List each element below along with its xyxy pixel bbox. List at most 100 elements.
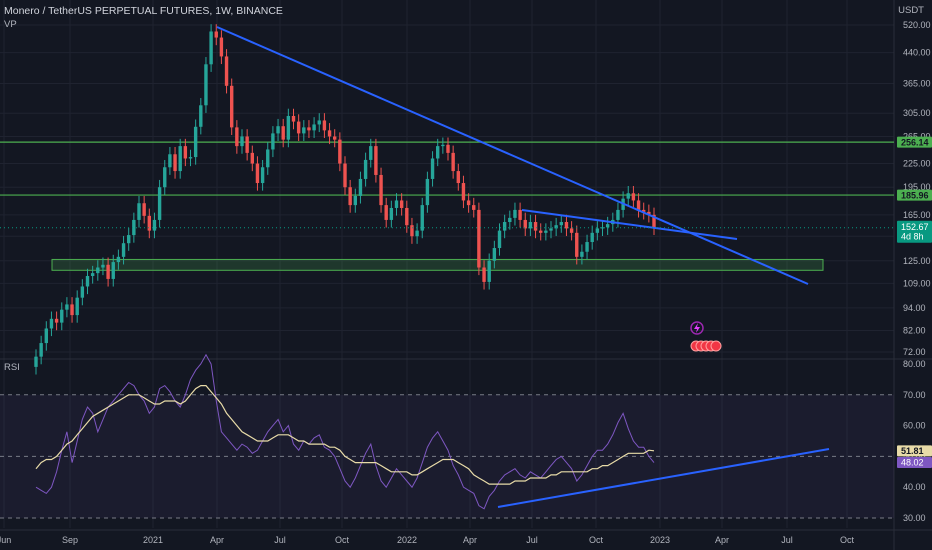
rsi-tick-label: 30.00 <box>903 513 926 523</box>
candle <box>369 146 373 160</box>
candle <box>116 256 121 263</box>
candle <box>626 193 630 199</box>
rsi-trendline <box>497 448 830 508</box>
candle <box>204 64 208 106</box>
trendlines <box>216 26 809 285</box>
candle <box>410 225 414 237</box>
rsi-ma-line <box>35 385 655 485</box>
resistance-low-tag: 185.96 <box>901 190 929 200</box>
candle <box>513 209 517 218</box>
rsi-indicator-label[interactable]: RSI <box>4 362 20 373</box>
candle <box>291 115 296 122</box>
rsi-tick-label: 60.00 <box>903 421 926 431</box>
candle <box>65 304 69 310</box>
time-tick-label: 2022 <box>397 535 417 545</box>
candle <box>647 211 651 215</box>
candle <box>224 56 229 86</box>
time-tick-label: Jul <box>274 535 286 545</box>
candle <box>250 152 254 164</box>
candle <box>358 178 363 196</box>
candle <box>147 215 151 231</box>
candle <box>255 163 260 184</box>
rsi-band <box>0 394 894 518</box>
lightning-icon <box>690 321 704 335</box>
candle <box>296 121 301 134</box>
candle <box>54 318 59 323</box>
candle <box>183 146 188 159</box>
candle <box>121 243 126 257</box>
time-tick-label: Oct <box>335 535 350 545</box>
candle <box>157 187 162 220</box>
candle <box>595 228 600 233</box>
candle <box>492 248 497 261</box>
candle <box>430 158 435 179</box>
candle <box>132 219 136 236</box>
price-tick-label: 72.00 <box>903 347 926 357</box>
candle <box>533 222 538 231</box>
candle <box>569 228 574 233</box>
candle <box>209 31 213 65</box>
candle <box>34 356 38 367</box>
candle <box>456 171 460 184</box>
price-tick-label: 440.00 <box>903 48 931 58</box>
candle <box>101 264 105 268</box>
candle <box>266 149 270 168</box>
candle <box>580 251 584 257</box>
news-flag-icon <box>710 340 722 352</box>
candle <box>636 200 641 210</box>
price-tick-label: 225.00 <box>903 159 931 169</box>
chart-title[interactable]: Monero / TetherUS PERPETUAL FUTURES, 1W,… <box>4 5 283 17</box>
support-zone <box>51 258 824 271</box>
candle <box>564 222 569 229</box>
candle <box>199 105 203 127</box>
rsi-tick-label: 80.00 <box>903 359 926 369</box>
candle <box>235 127 239 147</box>
candle <box>631 193 636 201</box>
event-icons[interactable] <box>690 321 722 352</box>
candle <box>600 227 605 229</box>
candle <box>487 260 491 282</box>
vp-indicator-label[interactable]: VP <box>4 19 17 30</box>
candle <box>451 152 455 172</box>
candle <box>523 219 527 229</box>
candles <box>34 24 656 375</box>
candle <box>168 154 172 168</box>
candle <box>219 37 224 57</box>
price-axis[interactable]: 520.00 440.00 365.00 305.00 265.00 225.00 195.… <box>903 20 931 523</box>
candle <box>544 230 548 233</box>
candle <box>616 209 620 220</box>
candle <box>312 124 316 131</box>
rsi-tick-label: 40.00 <box>903 482 926 492</box>
time-tick-label: Sep <box>62 535 78 545</box>
candle <box>441 144 445 147</box>
candle <box>605 224 610 228</box>
candle <box>111 262 115 279</box>
candle <box>188 157 193 159</box>
candle <box>96 267 100 274</box>
candle <box>260 167 265 184</box>
time-tick-label: Oct <box>840 535 855 545</box>
candle <box>178 146 182 172</box>
candle <box>75 297 79 316</box>
candle <box>142 203 146 216</box>
time-tick-label: 2021 <box>143 535 163 545</box>
rsi-ma-tag: 51.81 <box>901 446 924 456</box>
candle <box>214 31 218 38</box>
resistance-low-tag-bg <box>897 189 932 201</box>
candle <box>446 144 450 153</box>
candle <box>240 136 244 147</box>
candle <box>466 200 471 206</box>
candle <box>70 304 74 316</box>
candle <box>307 127 311 131</box>
rsi-tick-label: 50.00 <box>903 451 926 461</box>
candle <box>461 183 466 201</box>
rsi-ma-tag-bg <box>897 445 932 457</box>
time-axis[interactable]: Jun Sep 2021 Apr Jul Oct 2022 Apr Jul Oct 2023 Apr J… <box>0 535 854 545</box>
rsi-pane <box>0 353 894 519</box>
candle <box>152 219 157 231</box>
candle <box>281 126 285 140</box>
candle <box>348 187 352 206</box>
candle <box>477 209 481 268</box>
